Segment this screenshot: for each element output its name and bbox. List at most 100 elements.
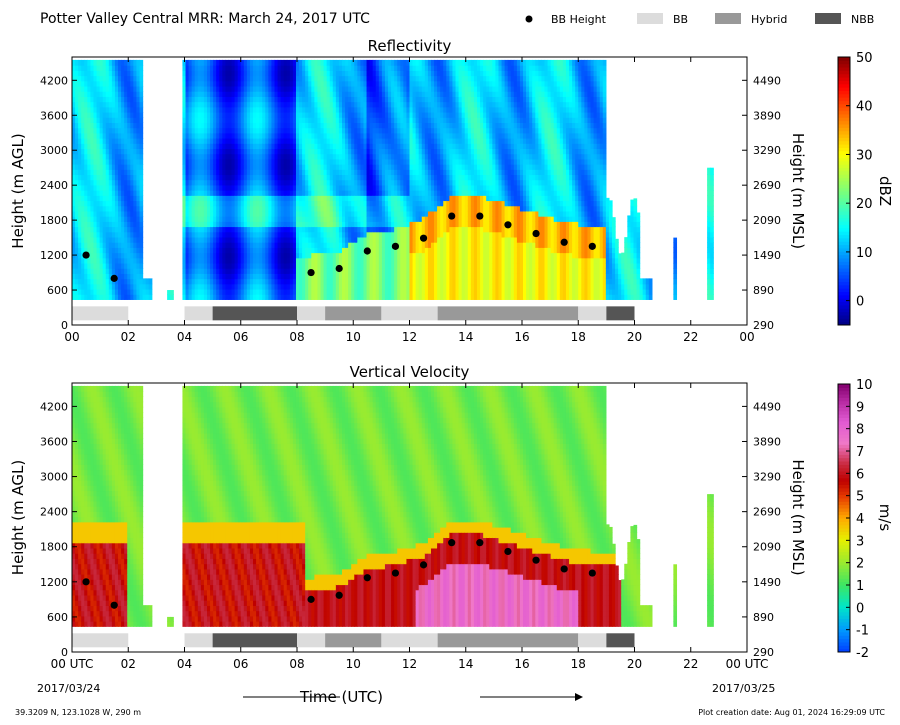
heatmap-cell [197, 148, 202, 155]
heatmap-cell [188, 200, 193, 207]
heatmap-cell [90, 143, 95, 150]
heatmap-cell [84, 195, 88, 202]
heatmap-cell [108, 288, 113, 295]
heatmap-cell [185, 153, 190, 160]
heatmap-cell [121, 247, 125, 254]
heatmap-cell [191, 252, 196, 259]
heatmap-cell [170, 290, 174, 295]
heatmap-cell [127, 85, 131, 92]
heatmap-cell [81, 127, 85, 134]
heatmap-cell [130, 236, 134, 243]
heatmap-cell [90, 106, 95, 113]
heatmap-cell [84, 273, 88, 280]
heatmap-cell [111, 190, 116, 196]
heatmap-cell [188, 127, 193, 134]
heatmap-cell [118, 164, 122, 170]
heatmap-cell [136, 184, 141, 191]
heatmap-cell [203, 231, 208, 238]
heatmap-cell [136, 190, 141, 196]
heatmap-cell [111, 247, 116, 254]
heatmap-cell [90, 75, 95, 82]
heatmap-cell [121, 205, 125, 212]
heatmap-cell [87, 273, 92, 280]
heatmap-cell [118, 205, 122, 212]
heatmap-cell [111, 252, 116, 259]
heatmap-cell [72, 85, 76, 92]
heatmap-cell [75, 288, 79, 295]
heatmap-cell [136, 106, 141, 113]
heatmap-cell [142, 278, 147, 285]
heatmap-cell [200, 288, 205, 295]
heatmap-cell [99, 190, 104, 196]
heatmap-cell [87, 85, 92, 92]
heatmap-cell [127, 138, 131, 144]
heatmap-cell [127, 247, 131, 254]
heatmap-cell [130, 273, 134, 280]
heatmap-cell [90, 169, 95, 176]
heatmap-cell [207, 205, 211, 212]
heatmap-cell [124, 59, 128, 66]
heatmap-cell [108, 252, 113, 259]
heatmap-cell [194, 153, 199, 160]
heatmap-cell [105, 195, 110, 202]
heatmap-cell [78, 164, 82, 170]
heatmap-cell [148, 294, 153, 300]
heatmap-cell [142, 294, 147, 300]
heatmap-cell [194, 179, 199, 186]
heatmap-cell [185, 70, 190, 77]
heatmap-cell [93, 117, 98, 123]
heatmap-cell [121, 288, 125, 295]
legend-item-bb-height: BB Height [525, 13, 607, 26]
heatmap-cell [139, 59, 144, 66]
heatmap-cell [114, 221, 119, 228]
heatmap-cell [72, 164, 76, 170]
heatmap-cell [191, 80, 196, 87]
heatmap-cell [207, 247, 211, 254]
heatmap-cell [105, 138, 110, 144]
heatmap-cell [185, 117, 190, 123]
heatmap-cell [130, 111, 134, 118]
heatmap-cell [96, 101, 101, 108]
heatmap-cell [93, 96, 98, 103]
heatmap-cell [72, 101, 76, 108]
heatmap-cell [96, 174, 101, 181]
heatmap-cell [121, 283, 125, 290]
heatmap-cell [75, 262, 79, 269]
heatmap-cell [136, 278, 141, 285]
heatmap-cell [87, 200, 92, 207]
heatmap-cell [99, 70, 104, 77]
heatmap-cell [139, 190, 144, 196]
heatmap-cell [200, 85, 205, 92]
heatmap-cell [121, 242, 125, 248]
heatmap-cell [72, 75, 76, 82]
heatmap-cell [194, 75, 199, 82]
heatmap-cell [81, 294, 85, 300]
heatmap-cell [207, 169, 211, 176]
heatmap-cell [127, 190, 131, 196]
heatmap-cell [170, 294, 174, 300]
heatmap-cell [127, 179, 131, 186]
heatmap-cell [84, 226, 88, 233]
heatmap-cell [185, 216, 190, 222]
heatmap-cell [127, 294, 131, 300]
heatmap-cell [81, 65, 85, 71]
heatmap-cell [133, 205, 138, 212]
heatmap-cell [127, 143, 131, 150]
heatmap-cell [87, 106, 92, 113]
heatmap-cell [84, 117, 88, 123]
heatmap-cell [114, 70, 119, 77]
heatmap-cell [121, 132, 125, 139]
heatmap-cell [114, 278, 119, 285]
heatmap-cell [194, 268, 199, 274]
heatmap-cell [130, 174, 134, 181]
heatmap-cell [118, 158, 122, 165]
heatmap-cell [114, 247, 119, 254]
heatmap-cell [96, 143, 101, 150]
heatmap-cell [136, 283, 141, 290]
heatmap-cell [72, 221, 76, 228]
heatmap-cell [188, 143, 193, 150]
heatmap-cell [87, 278, 92, 285]
heatmap-cell [139, 106, 144, 113]
heatmap-cell [108, 278, 113, 285]
heatmap-cell [197, 127, 202, 134]
